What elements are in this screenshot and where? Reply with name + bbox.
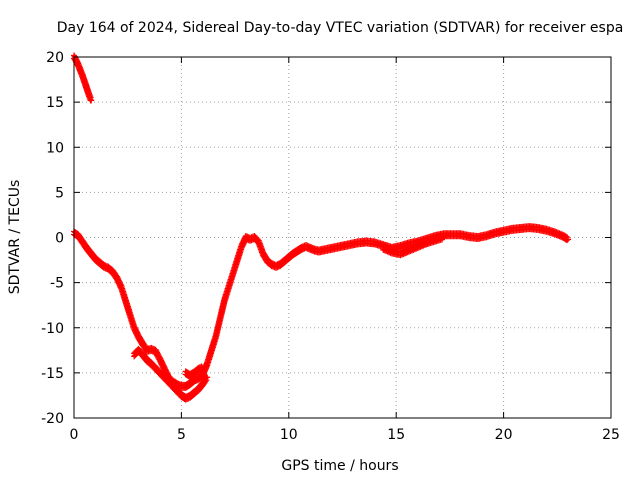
x-tick-label: 15	[387, 427, 405, 443]
y-tick-label: 0	[55, 231, 64, 247]
x-axis-label: GPS time / hours	[281, 458, 398, 474]
x-tick-label: 20	[495, 427, 513, 443]
chart-title: Day 164 of 2024, Sidereal Day-to-day VTE…	[57, 20, 624, 36]
data-point-marker	[440, 234, 447, 241]
y-tick-label: 10	[46, 140, 64, 156]
x-tick-label: 5	[177, 427, 186, 443]
data-point-marker	[563, 237, 570, 244]
y-tick-label: -10	[41, 321, 64, 337]
y-tick-label: -20	[41, 411, 64, 427]
y-tick-label: -5	[50, 276, 64, 292]
data-points	[71, 52, 572, 403]
y-axis-label: SDTVAR / TECUs	[7, 180, 23, 295]
y-tick-label: 20	[46, 50, 64, 66]
plot-frame	[73, 56, 612, 419]
y-tick-label: -15	[41, 366, 64, 382]
data-point-marker	[204, 374, 211, 381]
data-point-marker	[88, 97, 95, 104]
data-point-marker	[199, 364, 206, 371]
x-tick-label: 25	[602, 427, 620, 443]
x-tick-label: 10	[280, 427, 298, 443]
data-series	[131, 345, 211, 403]
data-series	[182, 363, 206, 381]
x-tick-label: 0	[70, 427, 79, 443]
grid	[74, 57, 611, 418]
y-tick-label: 15	[46, 95, 64, 111]
data-series	[380, 233, 447, 259]
data-point-marker	[202, 378, 209, 385]
data-series	[71, 52, 95, 104]
y-tick-label: 5	[55, 185, 64, 201]
data-point-marker	[203, 377, 210, 384]
data-point-marker	[565, 236, 572, 243]
